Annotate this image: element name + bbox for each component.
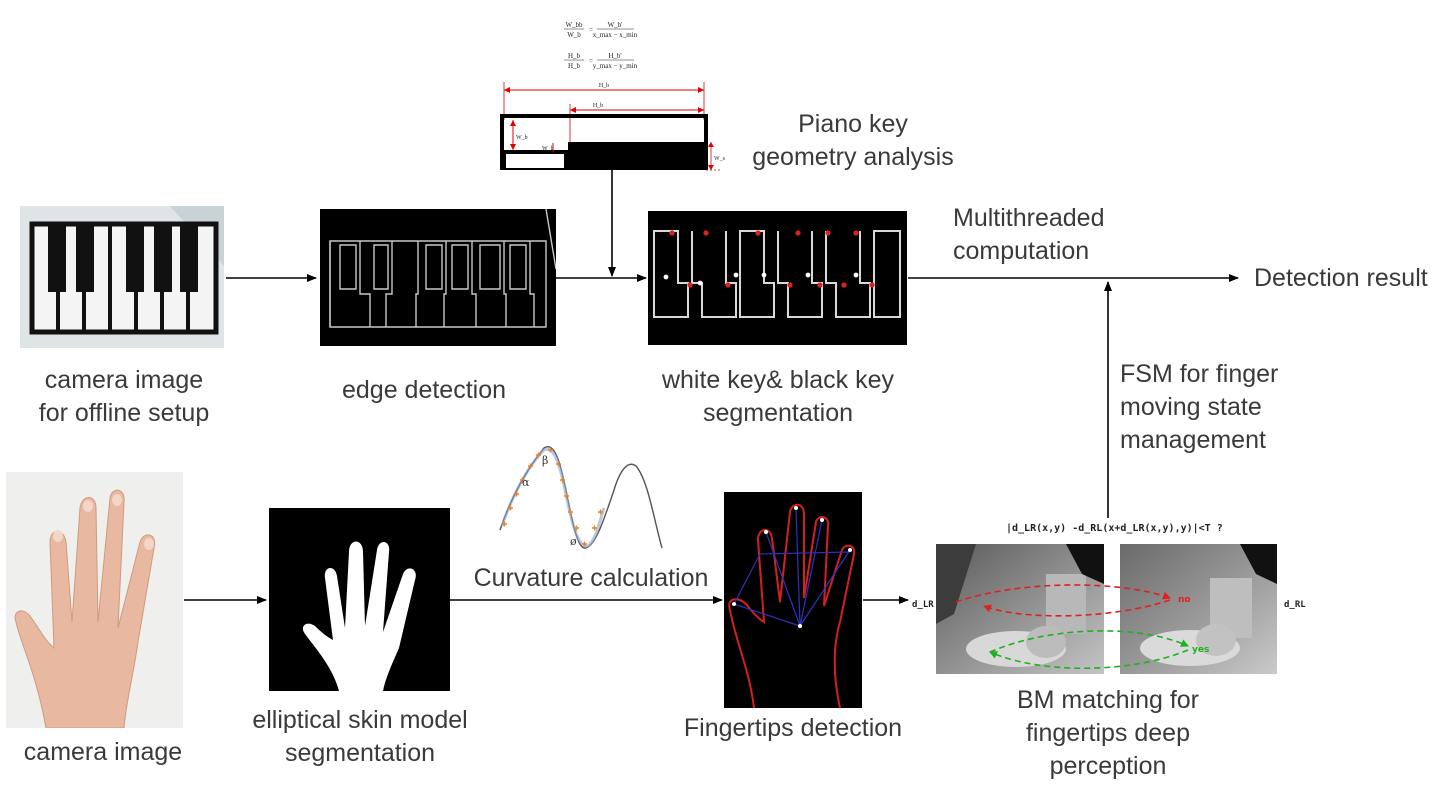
fingertips-detection-image [724,492,862,708]
bm-right-depth-image [1120,544,1277,674]
fsm-label-line3: management [1120,426,1266,454]
curvature-label: Curvature calculation [473,564,709,592]
hand-camera-image [6,472,183,728]
f1-lhs-den: W_b [567,31,581,39]
f2-rhs-den: y_max − y_min [593,62,638,70]
f2-lhs-den: H_b [568,62,581,70]
svg-text:=: = [589,26,593,34]
key-segmentation-image [648,211,907,345]
svg-text:=: = [589,57,593,65]
offline-camera-image [20,206,224,348]
edge-detection-label: edge detection [316,374,532,407]
skin-model-label-line2: segmentation [284,739,436,767]
fsm-label: FSM for finger moving state management [1120,358,1278,457]
offline-camera-label: camera image for offline setup [20,364,228,430]
skin-model-label-line1: elliptical skin model [252,706,468,734]
fingertips-label: Fingertips detection [668,712,918,745]
bm-left-depth-image [936,544,1104,674]
piano-geometry-label-line2: geometry analysis [752,143,954,171]
f1-rhs-num: W_b' [608,21,623,29]
piano-geometry-label-line1: Piano key [798,110,908,138]
f2-lhs-num: H_b [568,52,581,60]
bm-matching-label-line1: BM matching for [1016,686,1199,714]
skin-segmentation-image [269,508,450,691]
multithread-label-line2: computation [953,237,1090,265]
fingertips-label-line1: Fingertips detection [683,714,903,742]
d-rl-label: d_RL [1284,600,1306,610]
key-segmentation-label: white key& black key segmentation [640,364,916,430]
hand-camera-label: camera image [6,736,200,769]
d-lr-label: d_LR [912,600,934,610]
bm-matching-label: BM matching for fingertips deep percepti… [986,684,1230,783]
ratio-formula: W_bb W_b = W_b' x_max − x_min H_b H_b = … [560,20,650,78]
multithread-label: Multithreaded computation [953,202,1104,268]
f1-rhs-den: x_max − x_min [593,31,638,39]
bm-matching-label-line3: perception [1049,752,1167,780]
multithread-label-line1: Multithreaded [953,204,1105,232]
offline-camera-label-line2: for offline setup [38,399,210,427]
fsm-label-line2: moving state [1120,393,1262,421]
edge-detection-label-line1: edge detection [341,376,507,404]
f1-lhs-num: W_bb [565,21,583,29]
bm-matching-label-line2: fingertips deep [1025,719,1190,747]
piano-geometry-label: Piano key geometry analysis [733,108,973,174]
fsm-label-line1: FSM for finger [1120,360,1279,388]
stereo-consistency-formula: |d_LR(x,y) -d_RL(x+d_LR(x,y),y)|<T ? [1006,523,1223,534]
edge-detection-image [320,209,556,346]
offline-camera-label-line1: camera image [44,366,204,394]
skin-model-label: elliptical skin model segmentation [236,704,484,770]
detection-result-label: Detection result [1254,264,1428,292]
f2-rhs-num: H_b' [608,52,621,60]
key-segmentation-label-line1: white key& black key [661,366,895,394]
key-segmentation-label-line2: segmentation [702,399,854,427]
hand-camera-label-line1: camera image [23,738,183,766]
